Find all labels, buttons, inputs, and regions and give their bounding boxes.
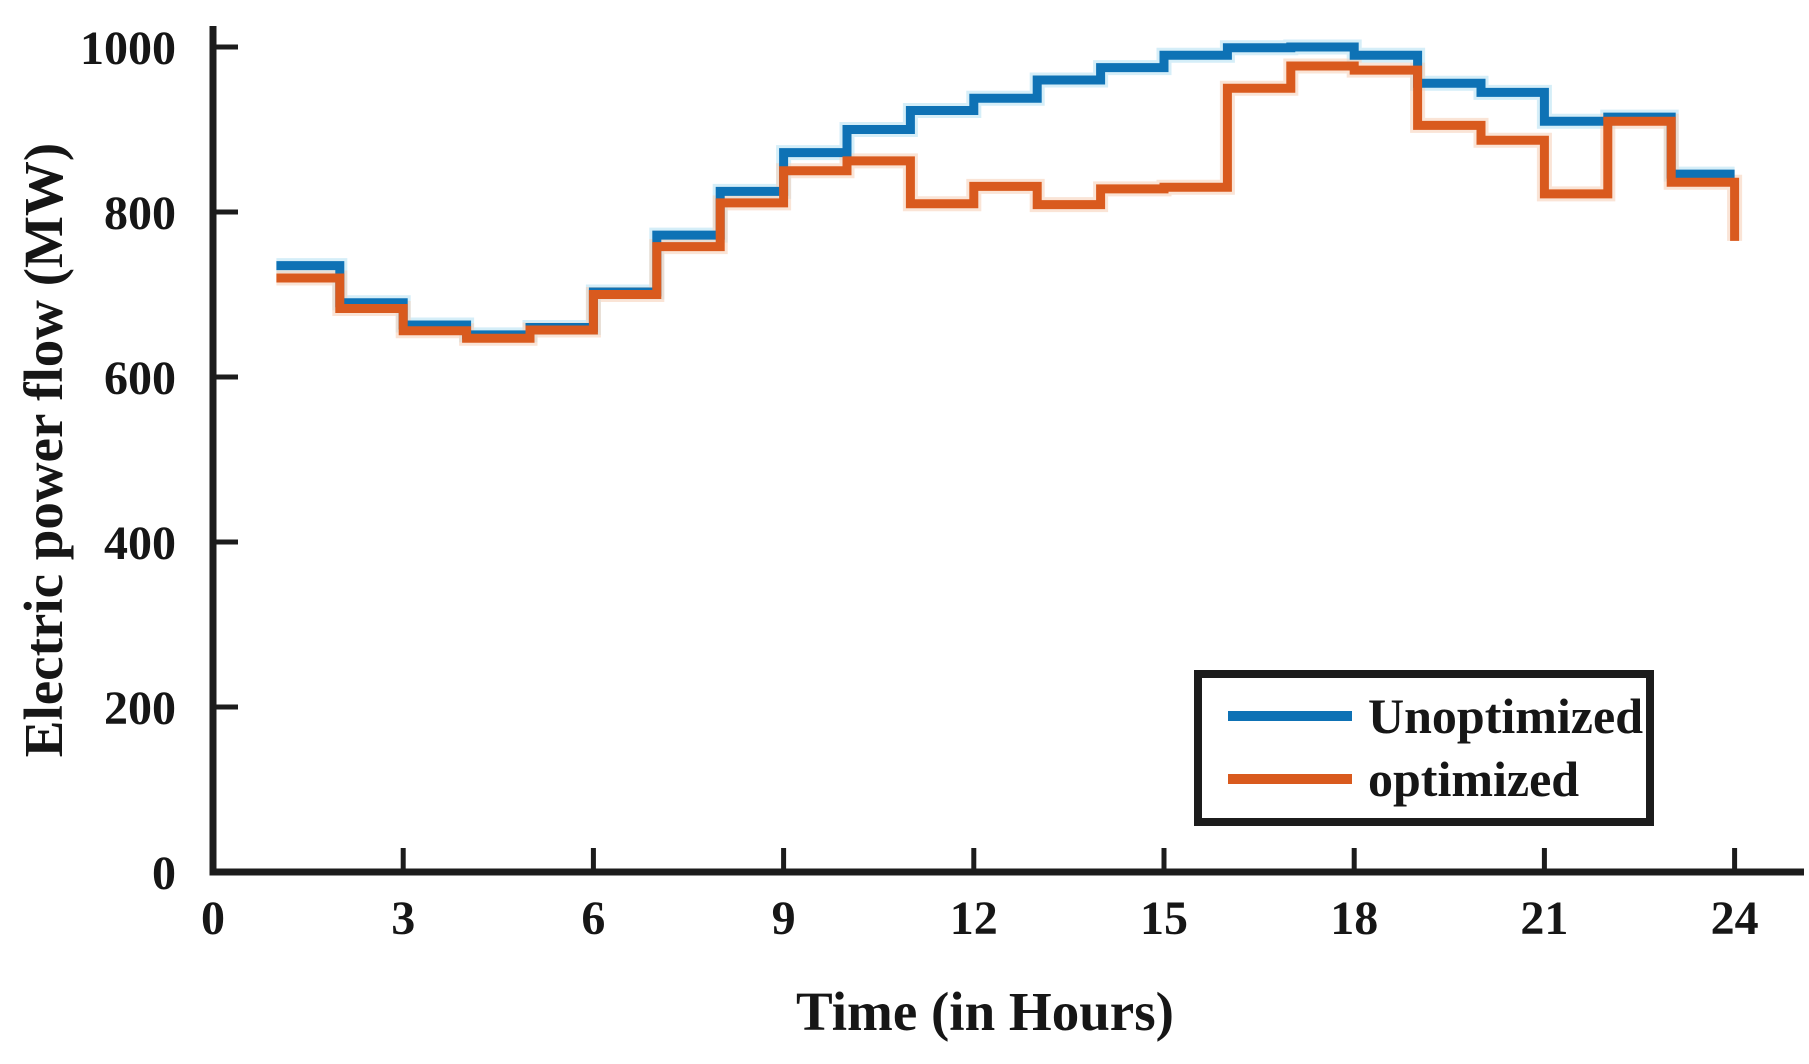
y-tick-label: 600 bbox=[104, 352, 176, 405]
legend-box: Unoptimized optimized bbox=[1194, 670, 1654, 826]
x-tick-label: 18 bbox=[1330, 892, 1378, 945]
series-line-layer bbox=[276, 42, 1740, 343]
y-tick-label: 200 bbox=[104, 682, 176, 735]
legend-frame bbox=[1194, 670, 1654, 826]
x-tick-label: 6 bbox=[581, 892, 605, 945]
tick-marks bbox=[210, 44, 1738, 875]
y-tick-label: 0 bbox=[152, 847, 176, 900]
x-tick-label: 15 bbox=[1140, 892, 1188, 945]
legend-label-optimized: optimized bbox=[1368, 751, 1579, 807]
axis-spines bbox=[209, 26, 1804, 876]
series-halo-optimized bbox=[276, 58, 1743, 346]
series-line-optimized bbox=[276, 61, 1740, 343]
y-tick-label: 800 bbox=[104, 187, 176, 240]
x-tick-label: 3 bbox=[391, 892, 415, 945]
tick-labels: 0 3 6 9 12 15 18 21 24 0 200 400 600 800 1000 bbox=[80, 22, 1759, 945]
y-axis-title: Electric power flow (MW) bbox=[13, 143, 74, 757]
x-tick-label: 0 bbox=[201, 892, 225, 945]
x-axis-title: Time (in Hours) bbox=[796, 981, 1174, 1042]
x-tick-label: 24 bbox=[1711, 892, 1759, 945]
y-tick-label: 400 bbox=[104, 517, 176, 570]
legend-label-unoptimized: Unoptimized bbox=[1368, 688, 1643, 744]
x-tick-label: 12 bbox=[950, 892, 998, 945]
x-tick-label: 21 bbox=[1520, 892, 1568, 945]
x-tick-label: 9 bbox=[772, 892, 796, 945]
y-tick-label: 1000 bbox=[80, 22, 176, 75]
